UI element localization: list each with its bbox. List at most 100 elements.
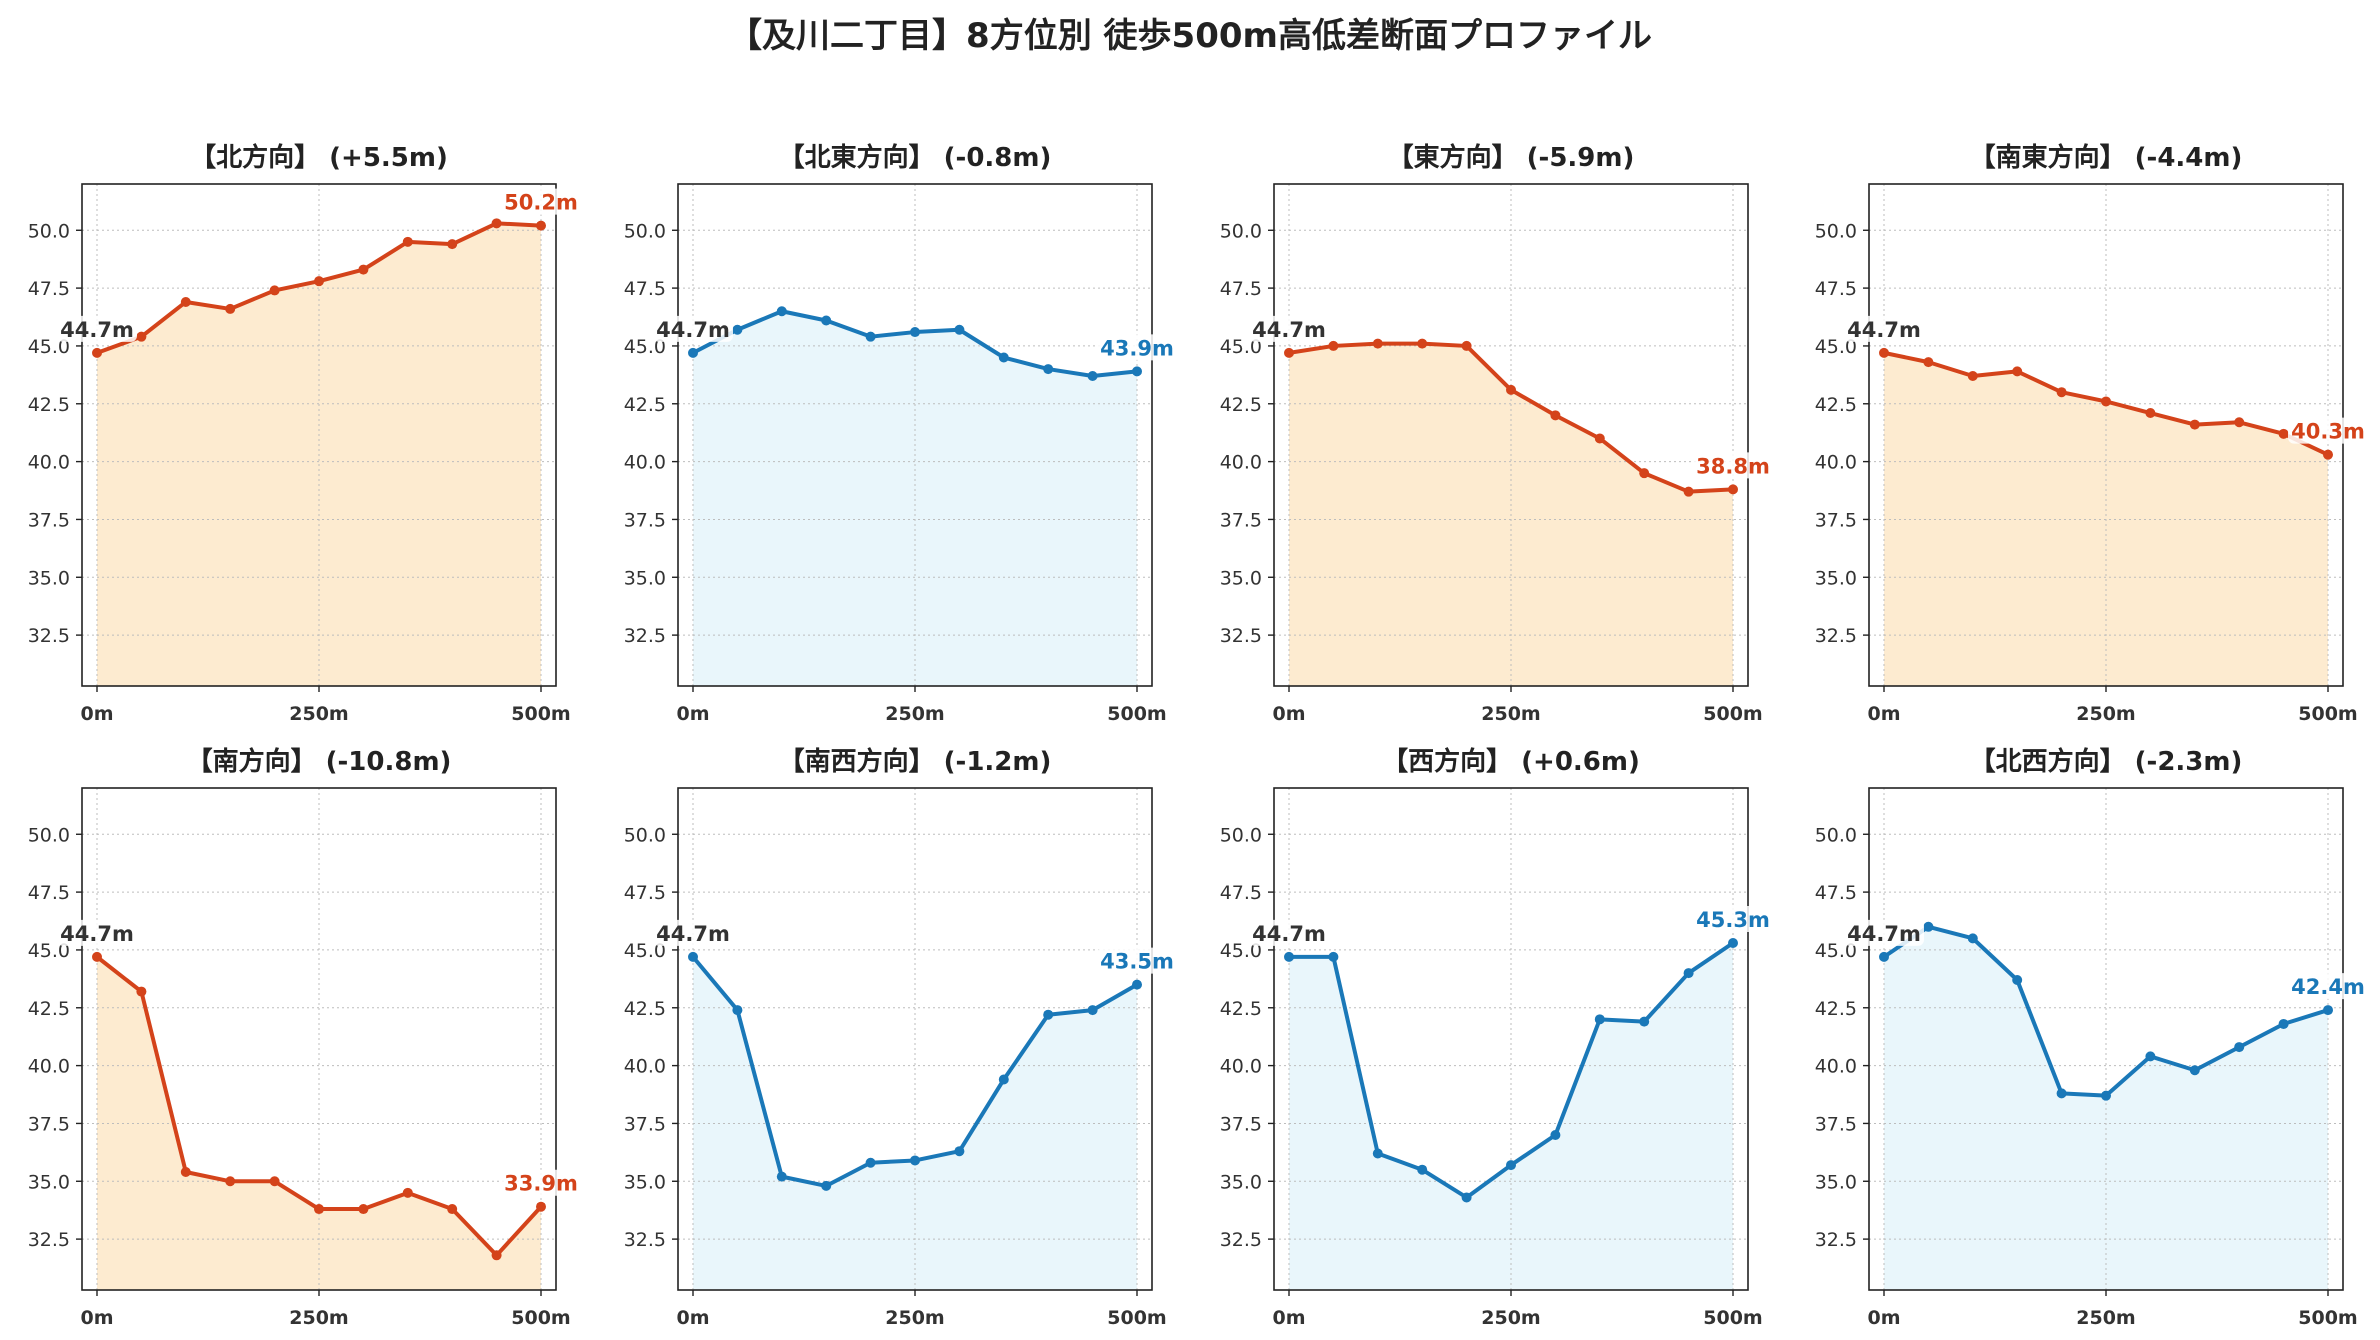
- panel-3: 32.5 35.0 37.5 40.0 42.5 45.0 47.5 50.0 0m 250m 50…: [1220, 142, 1773, 725]
- data-point: [225, 303, 236, 314]
- x-tick-label: 500m: [511, 1307, 570, 1329]
- data-point: [2056, 1088, 2067, 1099]
- y-tick-label: 32.5: [1815, 625, 1857, 647]
- y-tick-label: 50.0: [28, 824, 70, 846]
- data-point: [1132, 979, 1142, 990]
- end-label: 50.2m: [504, 191, 578, 215]
- y-tick-label: 50.0: [1815, 220, 1857, 242]
- y-tick-label: 37.5: [1815, 1113, 1857, 1135]
- area-fill: [693, 311, 1137, 686]
- data-point: [910, 1155, 920, 1166]
- panel-8: 32.5 35.0 37.5 40.0 42.5 45.0 47.5 50.0 0m 250m 50…: [1815, 746, 2368, 1329]
- y-tick-label: 45.0: [624, 940, 666, 962]
- y-tick-label: 32.5: [28, 625, 70, 647]
- y-tick-label: 50.0: [28, 220, 70, 242]
- data-point: [821, 1180, 832, 1191]
- x-tick-label: 500m: [1107, 1307, 1166, 1329]
- data-point: [1728, 937, 1738, 948]
- data-point: [2145, 1051, 2156, 1062]
- data-point: [314, 1204, 324, 1215]
- y-tick-label: 35.0: [624, 1171, 666, 1193]
- data-point: [447, 1204, 458, 1215]
- data-point: [1594, 1014, 1605, 1025]
- data-point: [1728, 484, 1738, 495]
- end-label: 43.5m: [1100, 950, 1174, 974]
- data-point: [1879, 347, 1889, 358]
- data-point: [1683, 968, 1694, 979]
- y-tick-label: 45.0: [1815, 336, 1857, 358]
- data-point: [1328, 340, 1339, 351]
- panel-4: 32.5 35.0 37.5 40.0 42.5 45.0 47.5 50.0 0m 250m 50…: [1815, 142, 2368, 725]
- data-point: [1550, 410, 1561, 421]
- data-point: [2278, 1018, 2289, 1029]
- y-tick-label: 47.5: [624, 882, 666, 904]
- data-point: [402, 1187, 413, 1198]
- data-point: [314, 276, 324, 287]
- y-tick-label: 47.5: [28, 882, 70, 904]
- y-tick-label: 42.5: [1815, 998, 1857, 1020]
- data-point: [2189, 419, 2200, 430]
- data-point: [1594, 433, 1605, 444]
- data-point: [2012, 975, 2023, 986]
- data-point: [1284, 347, 1294, 358]
- panel-6: 32.5 35.0 37.5 40.0 42.5 45.0 47.5 50.0 0m 250m 50…: [624, 746, 1177, 1329]
- data-point: [1284, 951, 1294, 962]
- x-tick-label: 0m: [1867, 703, 1900, 725]
- y-tick-label: 42.5: [28, 394, 70, 416]
- end-label: 38.8m: [1696, 454, 1770, 478]
- data-point: [358, 1204, 369, 1215]
- panel-title: 【南東方向】 (-4.4m): [1970, 142, 2243, 173]
- start-label-box: [1844, 315, 1924, 342]
- y-tick-label: 32.5: [1220, 1229, 1262, 1251]
- x-tick-label: 250m: [1481, 703, 1540, 725]
- data-point: [136, 986, 147, 997]
- x-tick-label: 500m: [1703, 1307, 1762, 1329]
- y-tick-label: 40.0: [1220, 452, 1262, 474]
- y-tick-label: 37.5: [1220, 1113, 1262, 1135]
- end-label-box: [2288, 417, 2368, 444]
- data-point: [2278, 428, 2289, 439]
- y-tick-label: 40.0: [1815, 1056, 1857, 1078]
- x-tick-label: 250m: [2076, 703, 2135, 725]
- y-tick-label: 32.5: [28, 1229, 70, 1251]
- y-tick-label: 50.0: [1815, 824, 1857, 846]
- data-point: [1923, 921, 1934, 932]
- y-tick-label: 35.0: [1220, 1171, 1262, 1193]
- data-point: [1683, 486, 1694, 497]
- y-tick-label: 47.5: [1220, 278, 1262, 300]
- y-tick-label: 47.5: [1815, 278, 1857, 300]
- data-point: [2323, 449, 2333, 460]
- end-label-box: [1693, 905, 1773, 932]
- start-label-box: [1249, 315, 1329, 342]
- data-point: [180, 1167, 191, 1178]
- data-point: [136, 331, 147, 342]
- data-point: [1967, 371, 1978, 382]
- panel-title: 【北西方向】 (-2.3m): [1970, 746, 2243, 777]
- y-tick-label: 37.5: [1220, 509, 1262, 531]
- data-point: [536, 220, 546, 231]
- y-tick-label: 50.0: [624, 220, 666, 242]
- data-point: [865, 331, 876, 342]
- y-tick-label: 50.0: [624, 824, 666, 846]
- y-tick-label: 40.0: [624, 452, 666, 474]
- data-point: [1043, 364, 1054, 375]
- panel-title: 【北方向】 (+5.5m): [190, 142, 448, 173]
- start-label-box: [653, 315, 733, 342]
- area-fill: [97, 956, 541, 1290]
- panel-title: 【南方向】 (-10.8m): [187, 746, 452, 777]
- start-label: 44.7m: [1252, 922, 1326, 946]
- data-point: [998, 1074, 1009, 1085]
- data-point: [92, 347, 102, 358]
- y-tick-label: 50.0: [1220, 220, 1262, 242]
- data-point: [688, 347, 698, 358]
- data-point: [225, 1176, 236, 1187]
- data-point: [776, 1171, 787, 1182]
- end-label-box: [1097, 947, 1177, 974]
- y-tick-label: 50.0: [1220, 824, 1262, 846]
- y-tick-label: 40.0: [624, 1056, 666, 1078]
- x-tick-label: 250m: [1481, 1307, 1540, 1329]
- y-tick-label: 42.5: [1220, 394, 1262, 416]
- data-point: [1506, 1160, 1516, 1171]
- start-label-box: [653, 919, 733, 946]
- y-tick-label: 35.0: [1815, 567, 1857, 589]
